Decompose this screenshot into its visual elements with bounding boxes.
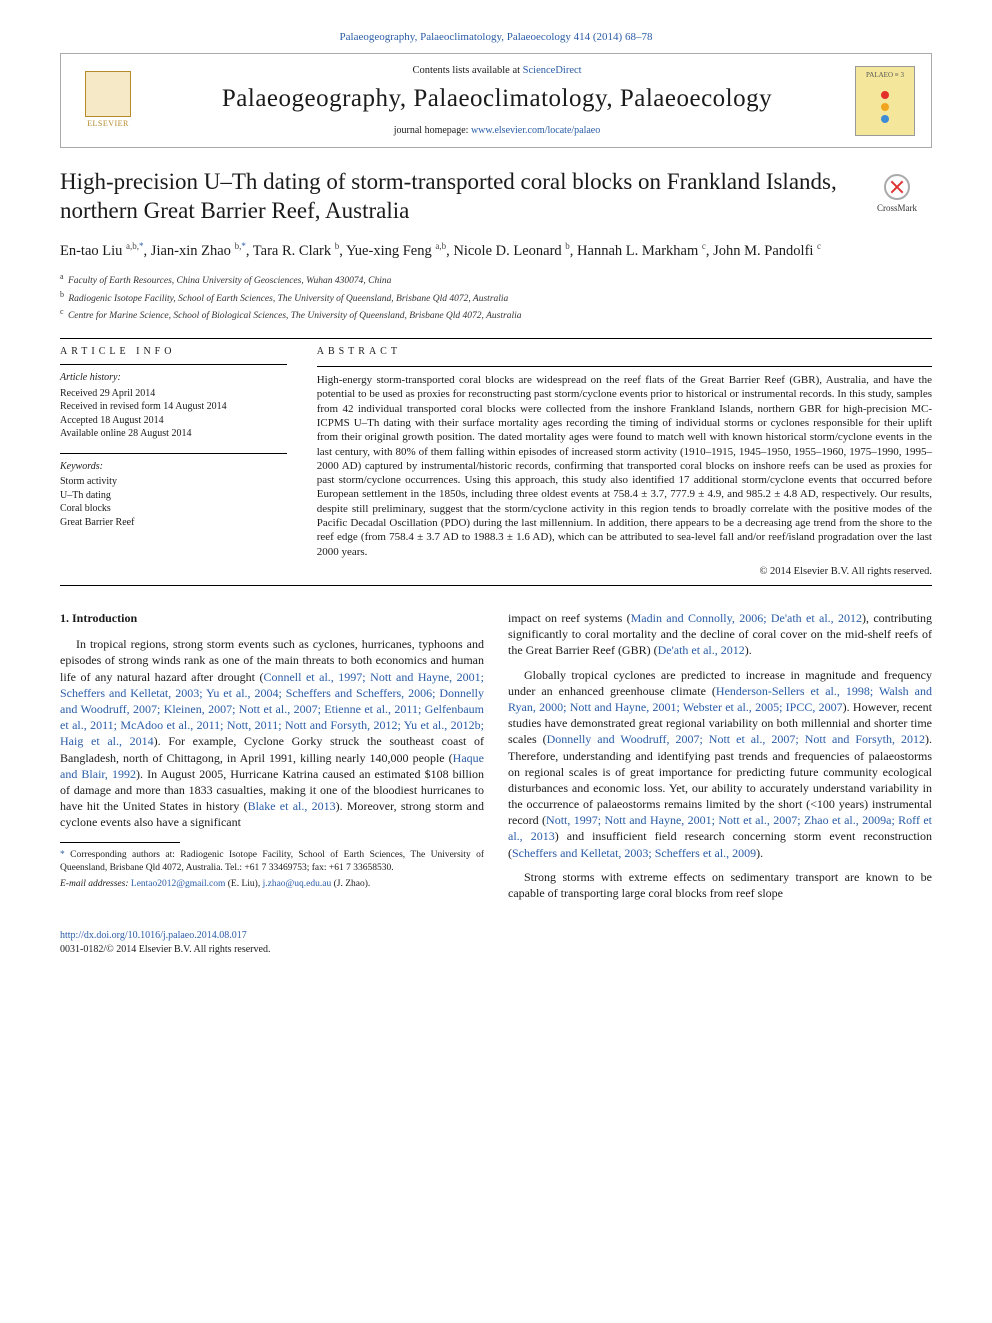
- authors: En-tao Liu a,b,*, Jian-xin Zhao b,*, Tar…: [60, 240, 932, 261]
- abstract-label: abstract: [317, 345, 932, 359]
- keyword: Storm activity: [60, 475, 287, 489]
- history-line: Received 29 April 2014: [60, 387, 287, 401]
- history-line: Received in revised form 14 August 2014: [60, 400, 287, 414]
- article-title: High-precision U–Th dating of storm-tran…: [60, 168, 848, 226]
- affiliation: c Centre for Marine Science, School of B…: [60, 306, 932, 323]
- affiliation: b Radiogenic Isotope Facility, School of…: [60, 289, 932, 306]
- page-footer: http://dx.doi.org/10.1016/j.palaeo.2014.…: [60, 929, 932, 956]
- rule: [60, 338, 932, 339]
- text: (J. Zhao).: [331, 879, 370, 889]
- corr-footnote: * Corresponding authors at: Radiogenic I…: [60, 849, 484, 874]
- article-history: Article history: Received 29 April 2014R…: [60, 371, 287, 441]
- crossmark-label: CrossMark: [877, 203, 917, 213]
- ref-link[interactable]: Scheffers and Kelletat, 2003; Scheffers …: [512, 846, 756, 860]
- homepage-url[interactable]: www.elsevier.com/locate/palaeo: [471, 125, 600, 136]
- star-icon: *: [60, 850, 65, 860]
- text: ).: [745, 643, 752, 657]
- abstract-copyright: © 2014 Elsevier B.V. All rights reserved…: [317, 565, 932, 579]
- contents-prefix: Contents lists available at: [412, 65, 522, 76]
- running-head-link[interactable]: Palaeogeography, Palaeoclimatology, Pala…: [340, 31, 653, 43]
- sciencedirect-link[interactable]: ScienceDirect: [523, 65, 582, 76]
- rule: [60, 364, 287, 365]
- email-link[interactable]: j.zhao@uq.edu.au: [263, 879, 332, 889]
- journal-name: Palaeogeography, Palaeoclimatology, Pala…: [155, 82, 839, 116]
- history-line: Available online 28 August 2014: [60, 427, 287, 441]
- journal-header: ELSEVIER Contents lists available at Sci…: [60, 53, 932, 148]
- intro-p1: In tropical regions, strong storm events…: [60, 636, 484, 830]
- crossmark-icon: [884, 174, 910, 200]
- rule: [60, 453, 287, 454]
- keyword: Coral blocks: [60, 502, 287, 516]
- body: 1. Introduction In tropical regions, str…: [60, 610, 932, 909]
- keywords-block: Keywords: Storm activityU–Th datingCoral…: [60, 460, 287, 530]
- ref-link[interactable]: Madin and Connolly, 2006; De'ath et al.,…: [631, 611, 862, 625]
- abstract-text: High-energy storm-transported coral bloc…: [317, 373, 932, 559]
- rule: [317, 366, 932, 367]
- journal-homepage: journal homepage: www.elsevier.com/locat…: [155, 124, 839, 138]
- affiliation: a Faculty of Earth Resources, China Univ…: [60, 271, 932, 288]
- keyword: Great Barrier Reef: [60, 516, 287, 530]
- header-center: Contents lists available at ScienceDirec…: [155, 64, 839, 137]
- cover-label: PALAEO ≡ 3: [856, 71, 914, 80]
- doi-link[interactable]: http://dx.doi.org/10.1016/j.palaeo.2014.…: [60, 930, 247, 941]
- article-info: article info Article history: Received 2…: [60, 345, 287, 580]
- cover-dot: [881, 103, 889, 111]
- intro-p2: impact on reef systems (Madin and Connol…: [508, 610, 932, 659]
- footnote-rule: [60, 842, 180, 843]
- text: (E. Liu),: [225, 879, 262, 889]
- email-link[interactable]: Lentao2012@gmail.com: [131, 879, 226, 889]
- abstract: abstract High-energy storm-transported c…: [317, 345, 932, 580]
- running-head: Palaeogeography, Palaeoclimatology, Pala…: [60, 30, 932, 45]
- crossmark-badge[interactable]: CrossMark: [862, 168, 932, 226]
- left-column: 1. Introduction In tropical regions, str…: [60, 610, 484, 909]
- keyword: U–Th dating: [60, 489, 287, 503]
- intro-p3: Globally tropical cyclones are predicted…: [508, 667, 932, 861]
- email-footnote: E-mail addresses: Lentao2012@gmail.com (…: [60, 878, 484, 890]
- contents-line: Contents lists available at ScienceDirec…: [155, 64, 839, 78]
- homepage-prefix: journal homepage:: [394, 125, 471, 136]
- footer-rights: 0031-0182/© 2014 Elsevier B.V. All right…: [60, 944, 270, 955]
- cover-dots: [881, 87, 889, 127]
- elsevier-logo: ELSEVIER: [77, 66, 139, 136]
- info-abstract-row: article info Article history: Received 2…: [60, 345, 932, 580]
- cover-dot: [881, 91, 889, 99]
- right-column: impact on reef systems (Madin and Connol…: [508, 610, 932, 909]
- journal-cover: PALAEO ≡ 3: [855, 66, 915, 136]
- intro-p4: Strong storms with extreme effects on se…: [508, 869, 932, 901]
- elsevier-tree-icon: [85, 71, 131, 117]
- intro-heading: 1. Introduction: [60, 610, 484, 626]
- text: Corresponding authors at: Radiogenic Iso…: [60, 850, 484, 872]
- ref-link[interactable]: Blake et al., 2013: [248, 799, 336, 813]
- cover-dot: [881, 115, 889, 123]
- rule: [60, 585, 932, 586]
- text: ).: [756, 846, 763, 860]
- history-line: Accepted 18 August 2014: [60, 414, 287, 428]
- title-row: High-precision U–Th dating of storm-tran…: [60, 168, 932, 226]
- history-label: Article history:: [60, 371, 287, 385]
- ref-link[interactable]: De'ath et al., 2012: [658, 643, 745, 657]
- info-label: article info: [60, 345, 287, 359]
- keywords-label: Keywords:: [60, 460, 287, 474]
- elsevier-label: ELSEVIER: [87, 119, 129, 130]
- affiliations: a Faculty of Earth Resources, China Univ…: [60, 271, 932, 323]
- ref-link[interactable]: Donnelly and Woodruff, 2007; Nott et al.…: [547, 732, 925, 746]
- email-label: E-mail addresses:: [60, 879, 129, 889]
- text: impact on reef systems (: [508, 611, 631, 625]
